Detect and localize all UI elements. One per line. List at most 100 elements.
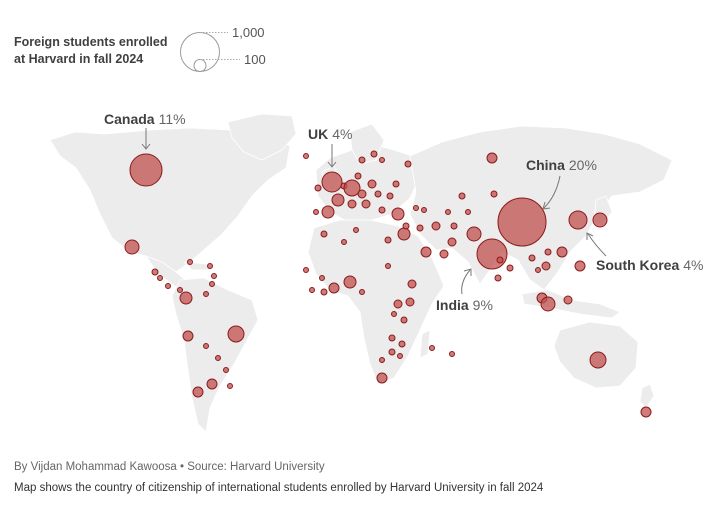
bubble-mongolia: [490, 190, 498, 198]
bubble-peru: [203, 343, 209, 349]
bubble-new-zealand: [640, 406, 652, 418]
bubble-poland: [367, 179, 377, 189]
bubble-iceland: [303, 153, 309, 159]
bubble-israel: [397, 227, 411, 241]
bubble-iran: [431, 221, 441, 231]
bubble-argentina: [206, 378, 218, 390]
bubble-mexico: [151, 268, 159, 276]
bubble-australia: [589, 351, 607, 369]
bubble-ethiopia: [407, 279, 417, 289]
north-america-landmass: [49, 127, 291, 273]
bubble-germany: [343, 179, 361, 197]
bubble-sudan: [385, 263, 391, 269]
bubble-ecuador: [182, 330, 194, 342]
bubble-iraq: [416, 224, 424, 232]
bubble-thailand: [528, 254, 536, 262]
legend-small-value: 100: [244, 52, 266, 67]
bubble-norway: [358, 156, 366, 164]
madagascar-landmass: [419, 329, 431, 359]
bubble-guatemala: [157, 275, 163, 281]
bubble-caribbean-1: [207, 263, 213, 269]
bubble-switzerland: [347, 199, 357, 209]
callout-canada: Canada 11%: [104, 111, 186, 127]
callout-south-korea: South Korea 4%: [596, 257, 703, 273]
africa-landmass: [307, 219, 445, 385]
bubble-singapore: [540, 296, 556, 312]
bubble-uae: [439, 249, 449, 259]
bubble-korea: [568, 210, 588, 230]
india-arrowhead: [463, 268, 472, 276]
bubble-russia: [486, 152, 498, 164]
bubble-nepal: [466, 226, 482, 242]
bubble-srilanka: [494, 274, 502, 282]
bubble-egypt: [384, 236, 392, 244]
byline: By Vijdan Mohammad Kawoosa • Source: Har…: [14, 461, 325, 473]
bubble-romania: [386, 192, 394, 200]
bubble-india: [476, 238, 508, 270]
bubble-cuba: [187, 259, 193, 265]
bubble-kazakhstan: [458, 192, 466, 200]
bubble-caribbean-3: [209, 281, 215, 287]
bubble-senegal: [303, 267, 309, 273]
bubble-turkey: [391, 207, 405, 221]
greenland-landmass: [227, 113, 297, 161]
bubble-uk: [321, 171, 343, 193]
korea-arrowhead: [586, 232, 594, 240]
legend-title-line2: at Harvard in fall 2024: [14, 52, 144, 66]
bubble-south-africa: [376, 372, 388, 384]
bubble-caribbean-2: [211, 273, 217, 279]
bubble-afghanistan: [450, 222, 458, 230]
bubble-kenya: [405, 297, 415, 307]
indonesia-landmass: [521, 289, 621, 319]
bubble-colombia: [179, 291, 193, 305]
india-arrow: [461, 269, 471, 295]
bubble-philippines: [574, 260, 586, 272]
bubble-chile: [192, 386, 204, 398]
bubble-ukraine: [392, 180, 400, 188]
bubble-ivorycoast: [320, 288, 328, 296]
bubble-france: [331, 193, 345, 207]
bubble-algeria: [341, 239, 347, 245]
bubble-lebanon: [402, 222, 410, 230]
bubble-usa-west: [124, 239, 140, 255]
bubble-indonesia: [563, 295, 573, 305]
callout-uk: UK 4%: [308, 126, 352, 142]
legend-title: Foreign students enrolled at Harvard in …: [14, 34, 184, 68]
bubble-austria: [357, 189, 367, 199]
bubble-russia-west: [404, 160, 412, 168]
bubble-pakistan: [447, 237, 457, 247]
bubble-denmark: [354, 172, 362, 180]
bubble-panama: [177, 287, 183, 293]
bubble-venezuela: [203, 291, 209, 297]
bubble-mali: [319, 275, 325, 281]
bubble-taiwan: [556, 246, 568, 258]
bubble-bangladesh: [496, 256, 504, 264]
new-zealand-landmass: [639, 383, 655, 409]
bubble-finland: [379, 157, 385, 163]
bubble-mauritius: [429, 345, 435, 351]
bubble-zimbabwe: [388, 348, 396, 356]
bubble-georgia: [413, 205, 419, 211]
legend-scale: 1,000 100: [180, 25, 266, 72]
bubble-layer: [124, 150, 652, 418]
bubble-myanmar: [506, 264, 514, 272]
bubble-uganda: [393, 299, 403, 309]
bubble-paraguay: [223, 367, 229, 373]
bubble-sierraleone: [309, 287, 315, 293]
bubble-china: [497, 197, 547, 247]
bubble-ghana: [328, 282, 340, 294]
korea-arrow: [587, 233, 607, 257]
legend-large-value: 1,000: [232, 25, 265, 40]
callout-india: India 9%: [436, 297, 493, 313]
bubble-bolivia: [215, 355, 221, 361]
bubble-maldives: [449, 351, 455, 357]
canada-arrowhead: [141, 143, 151, 150]
bubble-greece: [378, 206, 386, 214]
bubble-uzbekistan: [445, 209, 451, 215]
bubble-cambodia: [535, 267, 541, 273]
bubble-malawi: [398, 340, 406, 348]
bubble-tanzania: [400, 316, 408, 324]
bubble-zambia: [388, 334, 396, 342]
bubble-mozambique: [397, 353, 403, 359]
bubble-japan: [592, 212, 608, 228]
